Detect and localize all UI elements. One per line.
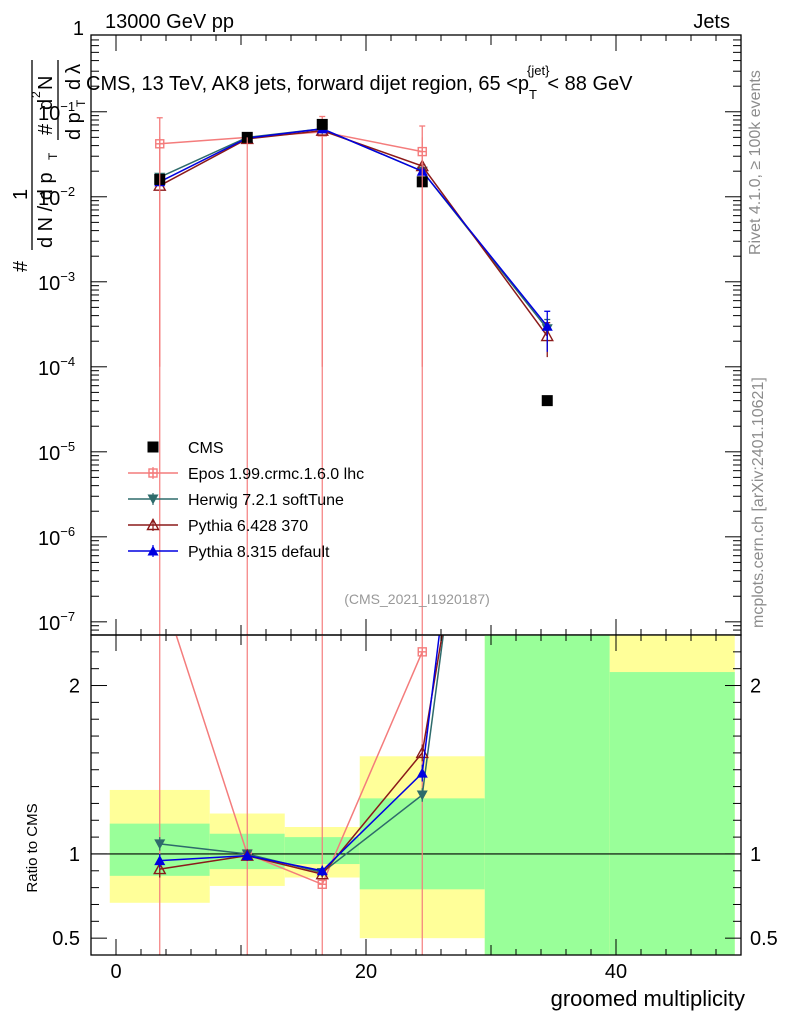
svg-text:T: T <box>74 99 88 107</box>
series-line <box>159 128 548 327</box>
ratio-y-tick-label-right: 1 <box>750 844 761 866</box>
series-cms <box>154 118 553 407</box>
band-green <box>609 672 735 955</box>
svg-text:λ: λ <box>63 64 85 74</box>
legend-marker <box>147 494 159 505</box>
y-tick-label: 10−5 <box>38 439 75 465</box>
header-energy: 13000 GeV pp <box>105 11 234 33</box>
y-tick-label: 10−6 <box>38 524 75 550</box>
x-tick-label: 0 <box>110 961 121 983</box>
svg-text:N: N <box>35 76 57 90</box>
legend-entry: Pythia 6.428 370 <box>128 518 308 535</box>
header-jets: Jets <box>693 11 730 33</box>
ratio-point <box>316 865 328 876</box>
legend-entry: Herwig 7.2.1 softTune <box>128 492 344 509</box>
legend-entry: Pythia 8.315 default <box>128 544 330 561</box>
band-green <box>484 635 610 955</box>
y-tick-label: 10−7 <box>38 609 75 635</box>
legend-marker <box>147 545 159 556</box>
ratio-point <box>416 790 428 801</box>
series-line <box>159 128 548 330</box>
y-tick-label: 10−3 <box>38 269 75 295</box>
ratio-pythia-8-315-default <box>154 635 441 876</box>
legend: CMS Epos 1.99.crmc.1.6.0 lhc Herwig 7.2.1 … <box>128 440 364 561</box>
ratio-data <box>153 6 553 955</box>
y-tick-label: 10−1 <box>38 99 75 125</box>
legend-label: Herwig 7.2.1 softTune <box>188 492 344 509</box>
svg-text:d: d <box>35 99 57 110</box>
legend-marker <box>148 468 158 478</box>
ratio-y-tick-label-right: 0.5 <box>750 928 778 950</box>
ratio-point <box>154 855 166 866</box>
x-tick-label: 40 <box>605 961 627 983</box>
legend-label: Pythia 8.315 default <box>188 544 330 561</box>
ratio-epos-1-99-crmc-1-6-0-lhc <box>159 635 427 955</box>
ratio-point <box>154 839 166 850</box>
y-axis-ratio: 0.5 0.5 1 1 2 2 <box>52 634 778 956</box>
ratio-line <box>175 635 423 886</box>
y-tick-label: 10−2 <box>38 184 75 210</box>
rivet-version-label: Rivet 4.1.0, ≥ 100k events <box>747 70 764 255</box>
ratio-point <box>542 6 553 16</box>
y-tick-label: 10−4 <box>38 354 75 380</box>
series-pythia-8-315-default <box>154 123 553 352</box>
series-line <box>159 131 423 153</box>
cms-data-point <box>316 118 328 130</box>
y-axis-main: 10−7 10−6 10−5 10−4 10−3 10−2 10−1 1 <box>38 18 741 636</box>
ratio-point <box>416 767 428 778</box>
main-data <box>153 115 554 367</box>
series-line <box>159 129 548 337</box>
ratio-y-tick-label: 0.5 <box>52 928 80 950</box>
ratio-y-tick-label-right: 2 <box>750 676 761 698</box>
y-tick-label: 1 <box>73 18 84 40</box>
ratio-panel <box>90 6 742 956</box>
ratio-y-tick-label: 2 <box>69 676 80 698</box>
series-pythia-6-428-370 <box>153 123 554 358</box>
plot-title: CMS, 13 TeV, AK8 jets, forward dijet reg… <box>86 63 633 102</box>
svg-text:T: T <box>46 152 60 160</box>
legend-label: CMS <box>188 440 224 457</box>
legend-marker <box>147 441 159 453</box>
legend-entry: Epos 1.99.crmc.1.6.0 lhc <box>128 466 364 483</box>
y-axis-label-main: # 1 d N / d p T # d 2 N d p T d λ <box>10 60 88 272</box>
svg-text:d: d <box>63 79 85 90</box>
legend-marker <box>146 518 160 531</box>
cms-data-point <box>541 395 553 407</box>
analysis-id: (CMS_2021_I1920187) <box>344 591 490 607</box>
legend-label: Pythia 6.428 370 <box>188 518 308 535</box>
ratio-point <box>241 850 253 861</box>
svg-text:CMS, 13 TeV, AK8 jets, forward: CMS, 13 TeV, AK8 jets, forward dijet reg… <box>86 63 633 102</box>
ratio-y-tick-label: 1 <box>69 844 80 866</box>
svg-text:#: # <box>10 260 32 272</box>
x-axis-label: groomed multiplicity <box>551 986 745 1011</box>
ratio-point <box>317 879 327 889</box>
svg-text:1: 1 <box>10 189 32 200</box>
svg-text:#: # <box>35 123 57 135</box>
ratio-point <box>153 862 167 875</box>
svg-text:d p: d p <box>63 112 85 140</box>
x-tick-label: 20 <box>355 961 377 983</box>
ratio-point <box>417 647 427 657</box>
legend-entry: CMS <box>147 440 224 457</box>
x-axis: 0 20 40 <box>110 35 742 983</box>
y-axis-label-ratio: Ratio to CMS <box>24 803 41 892</box>
svg-text:2: 2 <box>29 91 43 98</box>
data-point <box>541 320 553 331</box>
uncertainty-bands <box>109 635 735 955</box>
legend-label: Epos 1.99.crmc.1.6.0 lhc <box>188 466 364 483</box>
mcplots-label: mcplots.cern.ch [arXiv:2401.10621] <box>750 377 767 628</box>
svg-text:d N / d p: d N / d p <box>35 172 57 248</box>
series-epos-1-99-crmc-1-6-0-lhc <box>155 115 427 367</box>
